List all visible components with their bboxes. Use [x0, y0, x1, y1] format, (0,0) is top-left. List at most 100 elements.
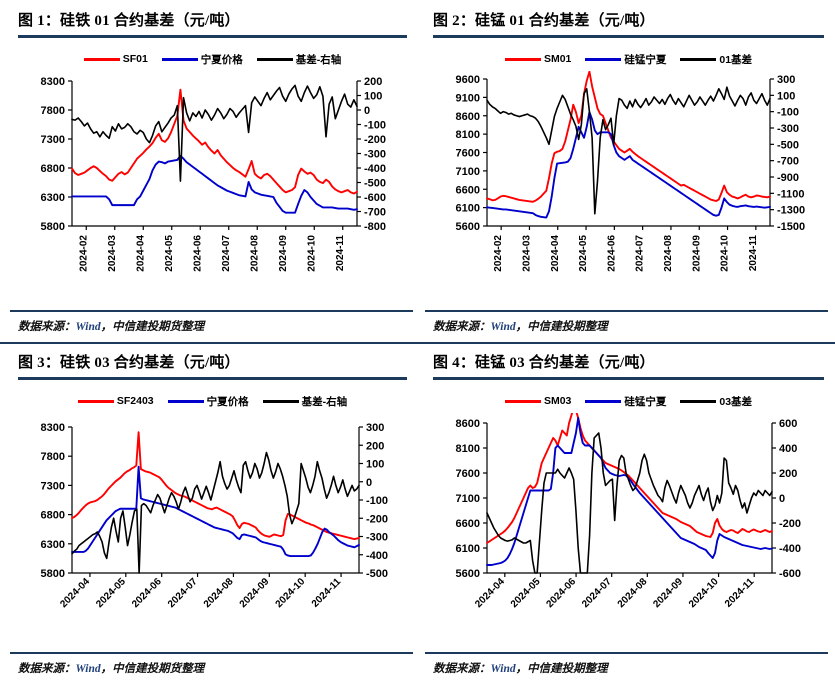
svg-text:2024-05: 2024-05 [509, 576, 543, 610]
svg-text:6800: 6800 [41, 510, 65, 522]
svg-text:-1300: -1300 [777, 205, 805, 217]
svg-text:-200: -200 [779, 518, 801, 530]
legend-line-icon-red [77, 399, 114, 403]
svg-text:2024-05: 2024-05 [164, 235, 175, 272]
figure-4-title-rule [433, 377, 824, 380]
svg-text:-1500: -1500 [777, 221, 805, 233]
figure-2-plot: 5600 6100 6600 7100 7600 8100 8600 9100 9600 -150… [433, 71, 824, 286]
legend-line-icon-red [504, 57, 541, 61]
figure-2-title: 图 2：硅锰 01 合约基差（元/吨） [433, 13, 655, 29]
legend-label: 01基差 [719, 53, 753, 66]
source-wind-label: Wind [75, 663, 101, 675]
legend-line-icon-black [680, 399, 717, 403]
legend-item-sf01: SF01 [83, 53, 148, 65]
svg-text:6300: 6300 [41, 539, 65, 551]
svg-text:6800: 6800 [41, 163, 65, 175]
svg-text:5600: 5600 [456, 221, 480, 233]
legend-line-icon-red [504, 399, 541, 403]
svg-text:6100: 6100 [456, 543, 480, 555]
svg-text:-700: -700 [364, 207, 386, 219]
svg-text:9100: 9100 [456, 92, 480, 104]
svg-text:7300: 7300 [41, 134, 65, 146]
legend-label: 基差-右轴 [295, 53, 342, 66]
source-wind-label: Wind [75, 321, 101, 333]
svg-text:2024-06: 2024-06 [606, 235, 617, 272]
svg-text:8300: 8300 [41, 422, 65, 434]
svg-text:2024-03: 2024-03 [107, 235, 118, 272]
legend-label: SM03 [543, 395, 572, 407]
legend-label: SF01 [122, 53, 148, 65]
svg-text:8600: 8600 [456, 111, 480, 123]
figure-panel-3: 图 3：硅铁 03 合约基差（元/吨） SF2403 宁夏价格 基差-右轴 58… [0, 342, 417, 684]
source-wind-label: Wind [490, 663, 516, 675]
svg-text:2024-09: 2024-09 [691, 235, 702, 272]
svg-text:7800: 7800 [41, 451, 65, 463]
legend-item-sf2403: SF2403 [77, 395, 154, 407]
svg-text:8100: 8100 [456, 129, 480, 141]
svg-text:-400: -400 [364, 163, 386, 175]
svg-text:200: 200 [366, 440, 384, 452]
svg-text:2024-09: 2024-09 [651, 576, 685, 610]
svg-text:7600: 7600 [456, 148, 480, 160]
legend-line-icon-red [83, 57, 120, 61]
legend-label: SM01 [543, 53, 572, 65]
figure-2-source-rule [425, 310, 828, 312]
svg-text:2024-04: 2024-04 [473, 576, 507, 610]
svg-text:7100: 7100 [456, 493, 480, 505]
legend-item-guimeng-ningxia: 硅锰宁夏 [585, 394, 666, 409]
source-wind-label: Wind [490, 321, 516, 333]
legend-item-sm01: SM01 [504, 53, 572, 65]
svg-text:2024-10: 2024-10 [274, 576, 308, 610]
figure-4-source: 数据来源：Wind，中信建投期整理 [433, 663, 608, 675]
svg-text:2024-08: 2024-08 [249, 235, 260, 272]
svg-text:7100: 7100 [456, 166, 480, 178]
svg-text:100: 100 [364, 91, 382, 103]
figure-1-title-rule [18, 35, 407, 38]
legend-line-icon-blue [167, 399, 204, 403]
figure-3-legend: SF2403 宁夏价格 基差-右轴 [18, 393, 407, 409]
legend-line-icon-black [256, 57, 293, 61]
svg-text:-800: -800 [364, 221, 386, 233]
svg-text:100: 100 [777, 90, 795, 102]
svg-text:200: 200 [779, 468, 797, 480]
svg-text:400: 400 [779, 443, 797, 455]
svg-text:-300: -300 [777, 123, 799, 135]
svg-text:2024-06: 2024-06 [544, 576, 578, 610]
svg-text:300: 300 [777, 74, 795, 86]
figure-panel-4: 图 4：硅锰 03 合约基差（元/吨） SM03 硅锰宁夏 03基差 5600 6… [417, 342, 834, 684]
svg-text:-1100: -1100 [777, 188, 805, 200]
figure-4-title: 图 4：硅锰 03 合约基差（元/吨） [433, 355, 655, 371]
figure-3-source: 数据来源：Wind，中信建投期货整理 [18, 663, 205, 675]
svg-text:2024-07: 2024-07 [221, 235, 232, 272]
svg-text:-500: -500 [364, 178, 386, 190]
svg-text:2024-09: 2024-09 [278, 235, 289, 272]
svg-text:-400: -400 [779, 543, 801, 555]
svg-text:2024-11: 2024-11 [310, 576, 344, 610]
legend-item-01-basis: 01基差 [680, 52, 752, 67]
svg-text:2024-02: 2024-02 [493, 235, 504, 272]
svg-text:2024-08: 2024-08 [663, 235, 674, 272]
figure-4-plot: 5600 6100 6600 7100 7600 8100 8600 -600 -400 -200… [433, 413, 824, 628]
svg-text:-100: -100 [364, 120, 386, 132]
svg-text:8100: 8100 [456, 443, 480, 455]
svg-text:100: 100 [366, 459, 384, 471]
svg-text:-500: -500 [366, 568, 388, 580]
figure-1-title: 图 1：硅铁 01 合约基差（元/吨） [18, 13, 240, 29]
figure-1-source-rule [10, 310, 413, 312]
figure-row-bottom: 图 3：硅铁 03 合约基差（元/吨） SF2403 宁夏价格 基差-右轴 58… [0, 342, 835, 684]
legend-label: 基差-右轴 [301, 395, 348, 408]
svg-text:-600: -600 [779, 568, 801, 580]
legend-label: 硅锰宁夏 [624, 53, 667, 66]
legend-label: SF2403 [116, 395, 154, 407]
svg-text:2024-04: 2024-04 [550, 235, 561, 272]
legend-item-ningxia: 宁夏价格 [161, 52, 243, 67]
figure-row-top: 图 1：硅铁 01 合约基差（元/吨） SF01 宁夏价格 基差-右轴 5800… [10, 13, 828, 333]
legend-line-icon-black [262, 399, 299, 403]
svg-text:-600: -600 [364, 192, 386, 204]
figure-1-source: 数据来源：Wind，中信建投期货整理 [18, 321, 205, 333]
svg-text:5800: 5800 [41, 568, 65, 580]
svg-text:2024-10: 2024-10 [306, 235, 317, 272]
figure-2-legend: SM01 硅锰宁夏 01基差 [433, 51, 824, 67]
svg-text:0: 0 [779, 493, 785, 505]
svg-text:0: 0 [366, 477, 372, 489]
